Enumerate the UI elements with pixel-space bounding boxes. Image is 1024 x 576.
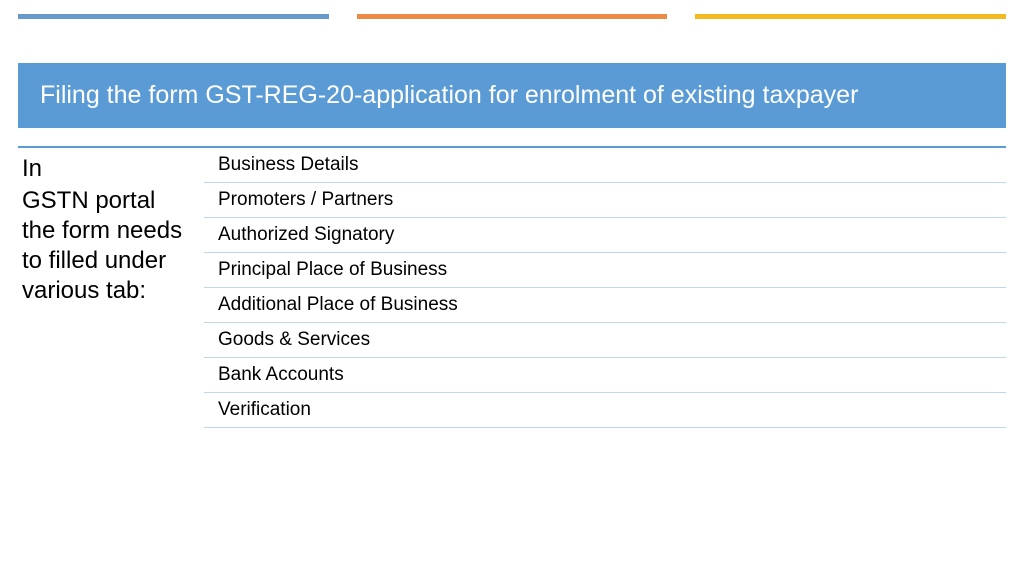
list-item: Business Details [204,148,1006,183]
list-item: Principal Place of Business [204,253,1006,288]
stripe-blue [18,14,329,19]
page-title: Filing the form GST-REG-20-application f… [18,63,1006,128]
list-item: Promoters / Partners [204,183,1006,218]
stripe-orange [357,14,668,19]
left-line-2: GSTN portal the form needs to filled und… [22,186,194,306]
content-area: In GSTN portal the form needs to filled … [18,146,1006,428]
left-line-1: In [22,154,194,184]
list-item: Goods & Services [204,323,1006,358]
tabs-list: Business DetailsPromoters / PartnersAuth… [204,148,1006,428]
stripe-yellow [695,14,1006,19]
top-accent-stripes [0,0,1024,19]
left-description: In GSTN portal the form needs to filled … [18,148,204,428]
list-item: Additional Place of Business [204,288,1006,323]
list-item: Verification [204,393,1006,428]
list-item: Authorized Signatory [204,218,1006,253]
list-item: Bank Accounts [204,358,1006,393]
